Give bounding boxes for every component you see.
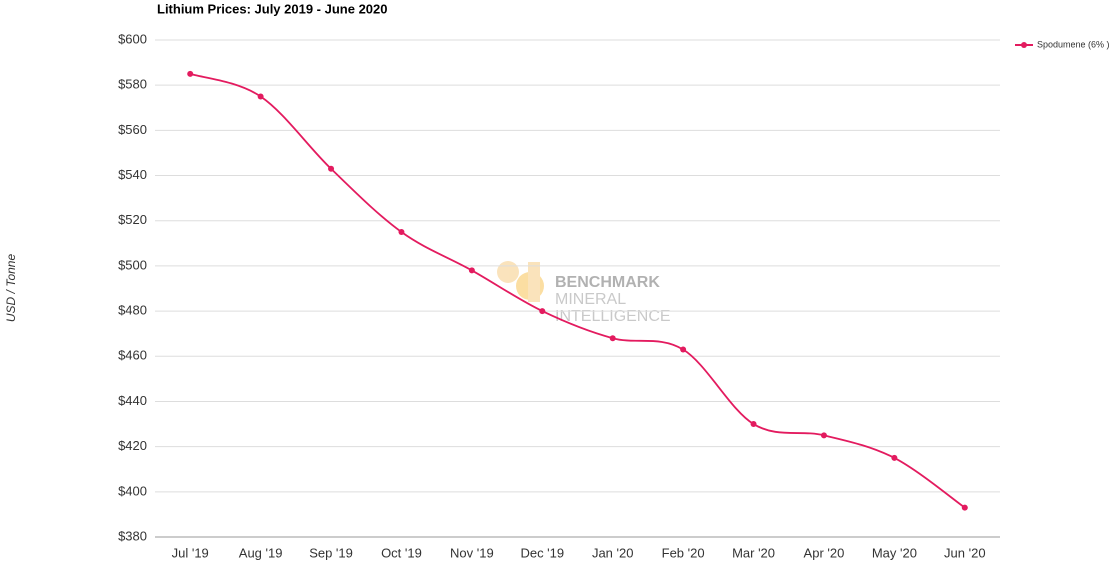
watermark-logo <box>497 261 519 283</box>
y-tick-label: $420 <box>118 438 147 453</box>
legend-marker <box>1021 42 1027 48</box>
x-tick-label: Jul '19 <box>172 545 209 560</box>
y-tick-label: $580 <box>118 77 147 92</box>
x-tick-label: Apr '20 <box>804 545 845 560</box>
x-tick-label: May '20 <box>872 545 917 560</box>
watermark-text: INTELLIGENCE <box>555 308 671 325</box>
point <box>680 346 687 353</box>
x-tick-label: Oct '19 <box>381 545 422 560</box>
x-tick-label: Jun '20 <box>944 545 986 560</box>
watermark-logo <box>516 272 544 300</box>
y-tick-label: $520 <box>118 212 147 227</box>
point <box>609 335 616 342</box>
legend-label: Spodumene (6% ) <box>1037 39 1110 49</box>
y-tick-label: $380 <box>118 528 147 543</box>
x-tick-label: Feb '20 <box>662 545 705 560</box>
watermark-text: MINERAL <box>555 291 626 308</box>
point <box>820 432 827 439</box>
x-tick-label: Sep '19 <box>309 545 353 560</box>
watermark-logo <box>528 262 540 302</box>
x-tick-label: Dec '19 <box>520 545 564 560</box>
y-tick-label: $500 <box>118 257 147 272</box>
y-tick-label: $560 <box>118 122 147 137</box>
point <box>257 93 264 100</box>
point <box>750 421 757 428</box>
y-tick-label: $440 <box>118 393 147 408</box>
watermark-text: BENCHMARK <box>555 274 660 291</box>
x-tick-label: Aug '19 <box>239 545 283 560</box>
y-tick-label: $480 <box>118 303 147 318</box>
x-tick-label: Jan '20 <box>592 545 634 560</box>
point <box>328 165 335 172</box>
y-tick-label: $540 <box>118 167 147 182</box>
y-axis-label: USD / Tonne <box>4 254 18 323</box>
x-tick-label: Mar '20 <box>732 545 775 560</box>
point <box>961 504 968 511</box>
point <box>891 454 898 461</box>
point <box>398 229 405 236</box>
y-tick-label: $400 <box>118 483 147 498</box>
x-tick-label: Nov '19 <box>450 545 494 560</box>
watermark: BENCHMARK MINERAL INTELLIGENCE <box>497 261 671 325</box>
point <box>187 70 194 77</box>
point <box>539 308 546 315</box>
y-tick-label: $460 <box>118 348 147 363</box>
point <box>468 267 475 274</box>
line <box>189 73 966 509</box>
chart-title: Lithium Prices: July 2019 - June 2020 <box>157 1 388 16</box>
y-tick-label: $600 <box>118 31 147 46</box>
